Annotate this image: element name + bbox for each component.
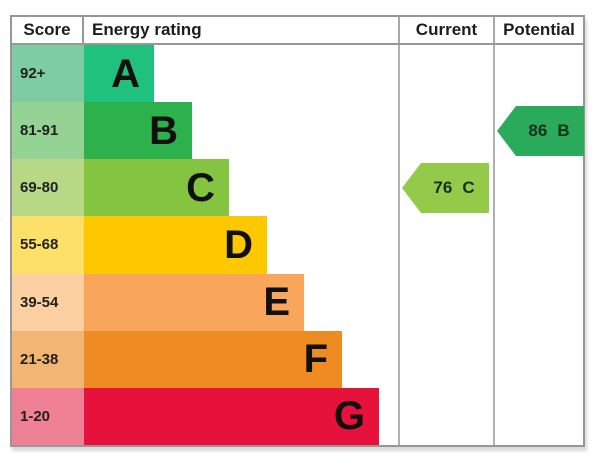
col-header-current: Current (400, 17, 495, 43)
potential-band-letter: B (557, 121, 570, 140)
current-band-letter: C (462, 178, 475, 197)
current-rating-arrow: 76 C (402, 163, 489, 213)
score-range: 21-38 (12, 330, 84, 388)
band-row-f: 21-38 F (12, 330, 583, 388)
score-range: 81-91 (12, 102, 84, 160)
score-range: 69-80 (12, 159, 84, 217)
col-header-score: Score (12, 17, 84, 43)
score-range: 92+ (12, 45, 84, 103)
score-range: 1-20 (12, 387, 84, 445)
column-divider-potential (493, 45, 495, 445)
score-range: 39-54 (12, 273, 84, 331)
band-bar: F (84, 330, 342, 388)
band-bar: G (84, 387, 379, 445)
current-score-value: 76 (433, 178, 453, 197)
band-letter: B (149, 108, 178, 153)
chart-header-row: Score Energy rating Current Potential (12, 17, 583, 45)
col-header-potential: Potential (503, 20, 575, 39)
band-bar: E (84, 273, 304, 331)
band-letter: F (303, 337, 328, 382)
epc-rating-chart: Score Energy rating Current Potential 92… (10, 15, 585, 447)
band-letter: C (186, 165, 215, 210)
band-bar: D (84, 216, 267, 274)
chart-body: 92+ A 81-91 B 69-80 C 55-68 D 39-54 E 21… (12, 45, 584, 445)
band-bar: A (84, 45, 154, 103)
band-letter: G (333, 394, 365, 439)
band-row-b: 81-91 B (12, 102, 583, 160)
band-letter: E (263, 280, 290, 325)
band-letter: A (111, 51, 140, 96)
potential-rating-arrow: 86 B (497, 106, 584, 156)
band-row-c: 69-80 C (12, 159, 583, 217)
band-bar: C (84, 159, 229, 217)
band-row-a: 92+ A (12, 45, 583, 103)
band-row-e: 39-54 E (12, 273, 583, 331)
column-divider-current (398, 45, 400, 445)
band-row-d: 55-68 D (12, 216, 583, 274)
band-bar: B (84, 102, 192, 160)
col-header-energy-rating: Energy rating (84, 17, 400, 43)
band-row-g: 1-20 G (12, 387, 583, 445)
score-range: 55-68 (12, 216, 84, 274)
band-letter: D (224, 222, 253, 267)
potential-score-value: 86 (528, 121, 548, 140)
